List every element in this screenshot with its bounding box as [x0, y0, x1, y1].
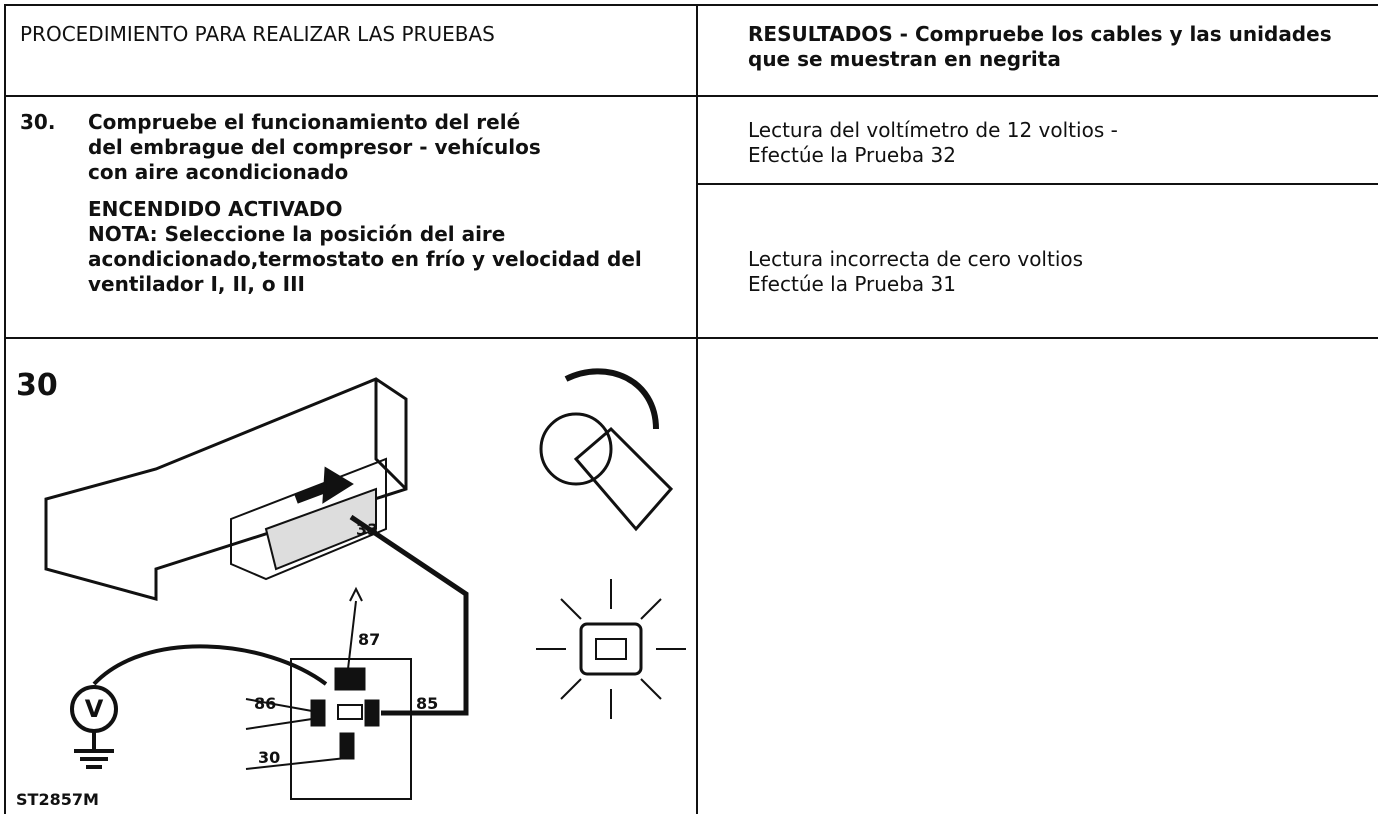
result-action: Efectúe la Prueba 31 [748, 272, 956, 296]
battery-icon [595, 638, 627, 660]
pin-label: 30 [258, 748, 280, 767]
step-note: NOTA: Seleccione la posición del aire ac… [88, 222, 642, 296]
lead [245, 698, 347, 770]
rule [697, 183, 1378, 185]
relay-pin [339, 732, 355, 760]
result-reading: Lectura incorrecta de cero voltios [748, 247, 1084, 271]
lamp [579, 622, 643, 676]
wire [349, 514, 469, 716]
relay-pin [310, 699, 326, 727]
step-condition: ENCENDIDO ACTIVADO [88, 197, 343, 221]
figure-code: ST2857M [16, 790, 99, 809]
step-number: 30. [20, 110, 56, 134]
relay-pin [337, 704, 363, 720]
header-procedure: PROCEDIMIENTO PARA REALIZAR LAS PRUEBAS [20, 22, 495, 46]
step-title: Compruebe el funcionamiento del relé del… [88, 110, 541, 184]
pin-label: 86 [254, 694, 276, 713]
key [573, 426, 674, 532]
lamp-rays [536, 579, 686, 719]
connector-plug [264, 487, 377, 571]
rule [4, 337, 1378, 339]
rule [4, 95, 1378, 97]
rule [4, 4, 6, 814]
probe-wire [92, 644, 328, 686]
header-results: RESULTADOS - Compruebe los cables y las … [748, 22, 1332, 71]
result-reading: Lectura del voltímetro de 12 voltios - [748, 118, 1118, 142]
relay-pin [334, 667, 366, 691]
arrow-head [322, 466, 354, 504]
relay-pin [364, 699, 380, 727]
voltmeter-label: V [85, 695, 104, 723]
figure-number: 30 [16, 368, 58, 403]
control-unit-edge [374, 379, 408, 491]
result-action: Efectúe la Prueba 32 [748, 143, 956, 167]
turn-arrow [564, 368, 659, 430]
rule [696, 4, 698, 814]
rule [4, 4, 1378, 6]
connector [230, 457, 387, 581]
pin-label: 87 [358, 630, 380, 649]
ground [74, 731, 114, 769]
lead [347, 586, 363, 670]
pin-label: 85 [416, 694, 438, 713]
key-head [539, 412, 613, 486]
relay [290, 658, 412, 800]
control-unit [44, 377, 408, 601]
illustration: 30 33 87 86 85 30 V ST2857M [16, 368, 686, 809]
